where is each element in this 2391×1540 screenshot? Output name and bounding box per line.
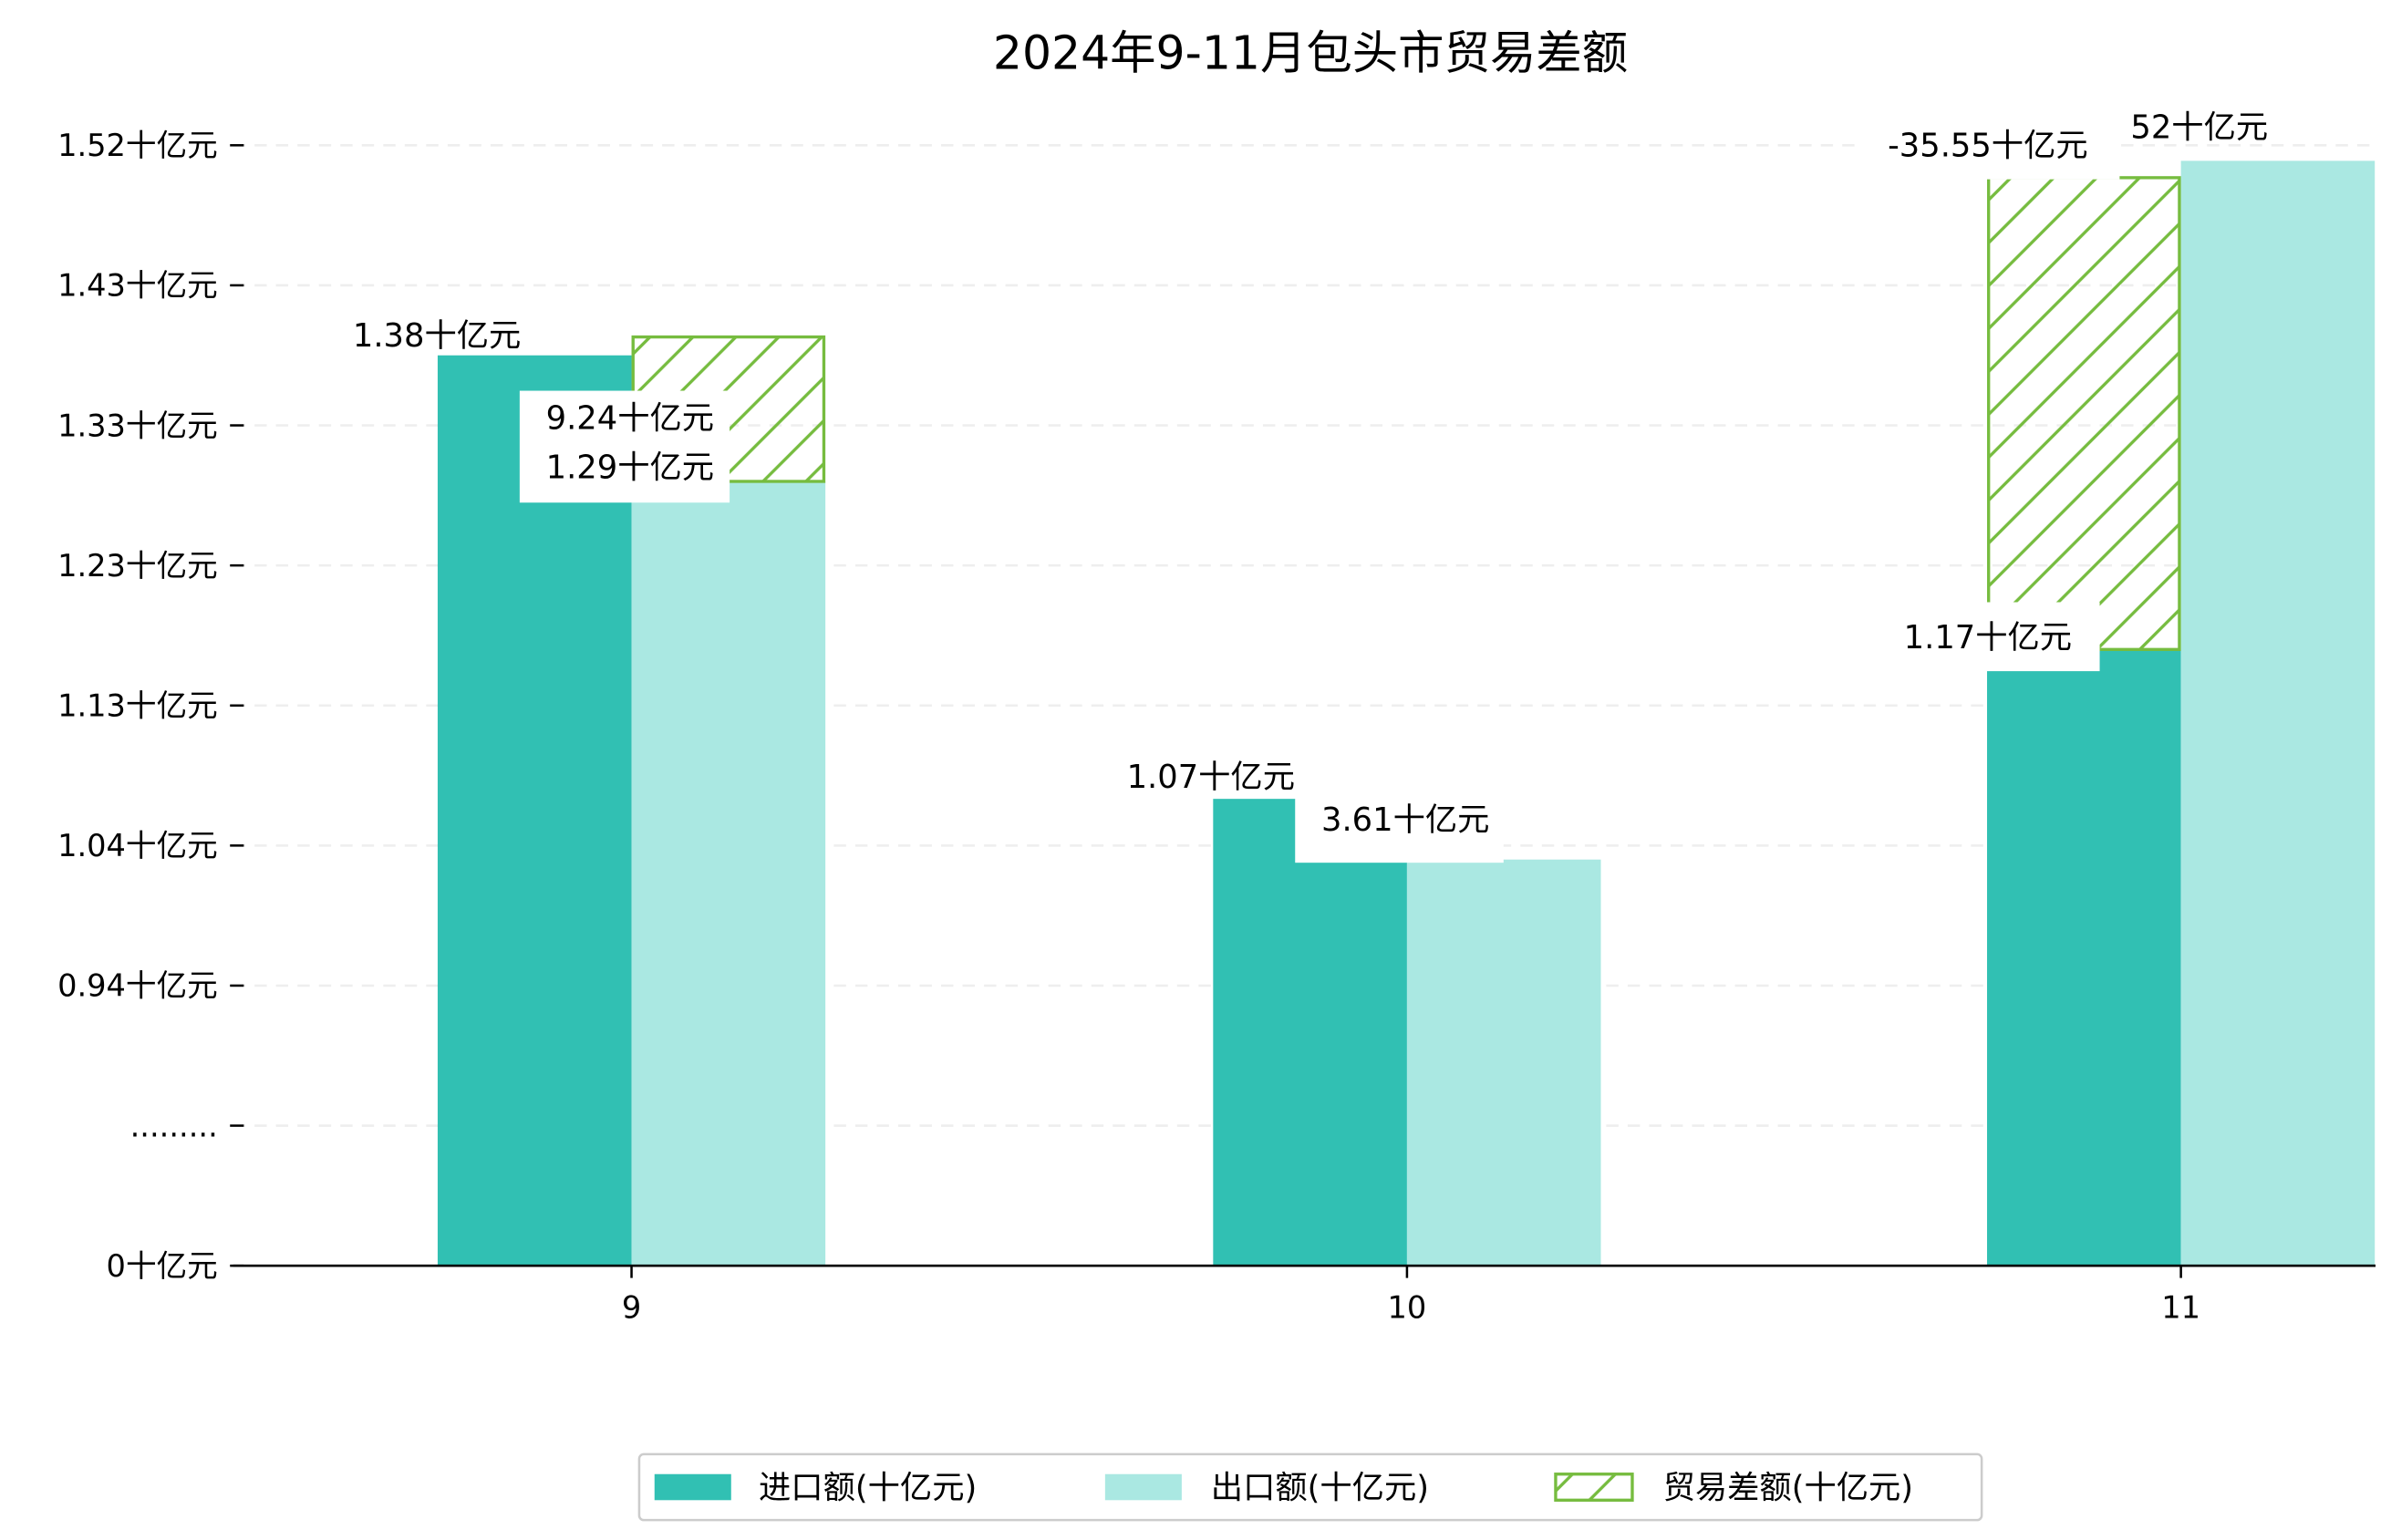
legend-swatch-trade-balance: [1554, 1473, 1634, 1502]
y-tick-label: .........: [130, 1108, 218, 1143]
legend-swatch-import: [654, 1473, 731, 1501]
x-tick-label: 10: [1388, 1289, 1427, 1325]
bar-export-11: [2180, 160, 2375, 1266]
legend-label-export: 出口额(十亿元): [1211, 1470, 1429, 1507]
x-tick-label: 11: [2161, 1289, 2200, 1325]
legend-label-import: 进口额(十亿元): [759, 1470, 977, 1507]
y-tick-label: 1.13十亿元: [57, 688, 218, 724]
chart-title: 2024年9-11月包头市贸易差额: [993, 26, 1628, 80]
y-tick-label: 0十亿元: [107, 1248, 218, 1284]
bar-import-10: [1213, 799, 1407, 1266]
bar-trade-balance-11: [1987, 176, 2181, 651]
y-tick-label: 1.52十亿元: [57, 128, 218, 163]
data-label: 52十亿元: [2130, 109, 2268, 146]
data-label-background: [519, 390, 730, 503]
data-label: 1.07十亿元: [1127, 759, 1295, 796]
y-tick-label: 1.04十亿元: [57, 828, 218, 863]
data-label: 1.17十亿元: [1904, 619, 2072, 656]
y-tick-label: 1.23十亿元: [57, 548, 218, 584]
data-label: 3.61十亿元: [1321, 801, 1489, 839]
legend-label-trade-balance: 贸易差额(十亿元): [1663, 1470, 1914, 1507]
legend-swatch-export: [1104, 1473, 1182, 1501]
y-tick-label: 0.94十亿元: [57, 968, 218, 1004]
data-label: 9.24十亿元: [546, 400, 714, 438]
data-label: -35.55十亿元: [1888, 127, 2088, 164]
bar-export-9: [631, 481, 826, 1266]
bar-import-9: [437, 355, 632, 1266]
bar-import-11: [1987, 649, 2181, 1266]
data-label-background: [1862, 119, 2120, 180]
data-label: 1.29十亿元: [546, 449, 714, 486]
bar-export-10: [1406, 859, 1601, 1266]
legend: 进口额(十亿元) 出口额(十亿元) 贸易差额(十亿元): [637, 1452, 1983, 1522]
y-tick-label: 1.43十亿元: [57, 268, 218, 304]
data-label: 1.38十亿元: [353, 317, 521, 355]
data-label-background: [1881, 602, 2100, 672]
y-tick-label: 1.33十亿元: [57, 408, 218, 443]
data-label-background: [1295, 796, 1504, 863]
x-tick-label: 9: [622, 1289, 641, 1325]
